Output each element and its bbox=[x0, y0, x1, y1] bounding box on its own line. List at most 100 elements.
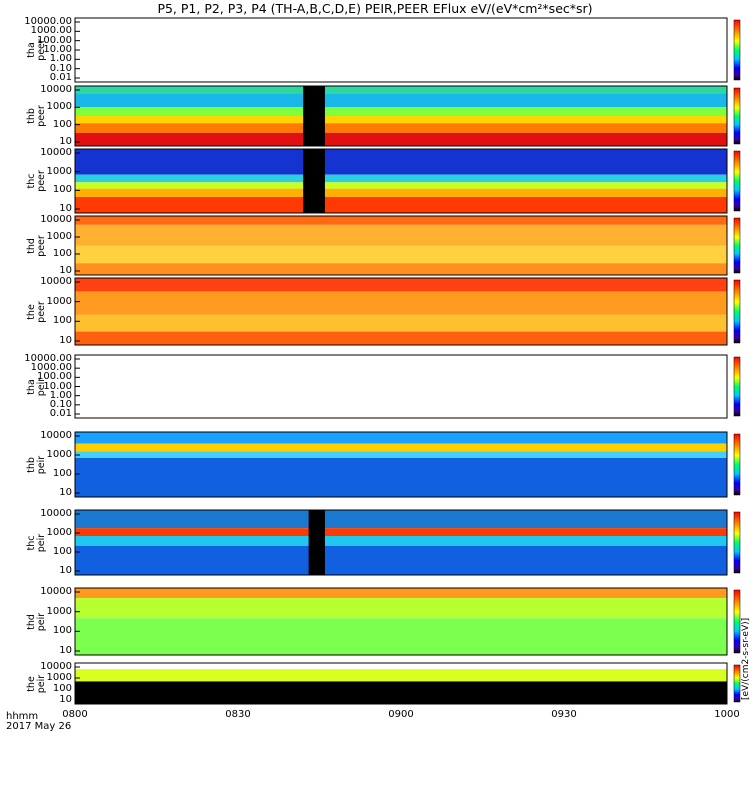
colorbar bbox=[733, 87, 741, 145]
y-tick-label: 1000.00 bbox=[30, 362, 72, 374]
y-tick-label: 1000 bbox=[46, 605, 72, 617]
y-tick-label: 100 bbox=[52, 546, 72, 557]
y-tick-label: 10000 bbox=[40, 661, 72, 672]
x-tick-label: 0900 bbox=[388, 709, 414, 720]
y-tick-label: 10000 bbox=[40, 430, 72, 441]
y-tick-label: 1000 bbox=[46, 295, 72, 307]
panel-label-line: peer bbox=[36, 39, 47, 61]
y-tick-label: 100 bbox=[52, 625, 72, 637]
y-tick-label: 10000.00 bbox=[24, 353, 72, 364]
panel-label: thc peir bbox=[26, 528, 47, 558]
spectrogram-band bbox=[75, 174, 727, 183]
x-tick-label: 0930 bbox=[551, 709, 577, 720]
spectrogram-band bbox=[75, 681, 727, 704]
y-tick-label: 10 bbox=[59, 335, 72, 346]
y-tick-label: 1.00 bbox=[49, 53, 72, 65]
y-tick-label: 1.00 bbox=[49, 389, 72, 401]
panel-label: tha peir bbox=[26, 372, 47, 402]
colorbar bbox=[733, 511, 741, 574]
colorbar bbox=[733, 433, 741, 496]
panel-the-peir bbox=[74, 662, 741, 705]
panel-frame bbox=[74, 85, 728, 147]
y-tick-label: 1000 bbox=[46, 165, 72, 177]
panel-frame bbox=[74, 431, 728, 498]
spectrogram-band bbox=[75, 451, 727, 458]
y-tick-label: 10 bbox=[59, 645, 72, 656]
y-tick-label: 0.10 bbox=[49, 398, 72, 410]
colorbar bbox=[733, 150, 741, 212]
y-tick-label: 10 bbox=[59, 487, 72, 498]
spectrogram-band bbox=[75, 432, 727, 444]
spectrogram-band bbox=[75, 132, 727, 146]
y-tick-label: 1000 bbox=[46, 449, 72, 460]
spectrogram-band bbox=[75, 123, 727, 133]
y-tick-label: 10 bbox=[59, 565, 72, 576]
spectrogram-band bbox=[75, 188, 727, 197]
y-tick-label: 10000.00 bbox=[24, 16, 72, 27]
spectrogram-band bbox=[75, 669, 727, 682]
y-tick-label: 100.00 bbox=[37, 34, 72, 46]
y-tick-label: 100 bbox=[52, 248, 72, 259]
panel-label: thd peir bbox=[26, 607, 47, 637]
colorbar bbox=[733, 217, 741, 274]
spectrogram-band bbox=[75, 598, 727, 619]
x-tick-label: 0830 bbox=[225, 709, 251, 720]
panel-label-line: peer bbox=[36, 105, 47, 127]
panel-label-line: peir bbox=[36, 612, 47, 631]
y-tick-label: 0.01 bbox=[49, 408, 72, 419]
colorbar bbox=[733, 19, 741, 81]
panel-label: the peir bbox=[26, 669, 47, 699]
y-tick-label: 1000 bbox=[46, 672, 72, 683]
panel-label: thd peer bbox=[26, 231, 47, 261]
spectrogram-band bbox=[75, 291, 727, 315]
spectrogram-band bbox=[75, 263, 727, 275]
panel-thc-peir bbox=[74, 509, 741, 576]
panel-label-line: peir bbox=[36, 377, 47, 396]
panel-thb-peir bbox=[74, 431, 741, 498]
y-tick-label: 10000 bbox=[40, 214, 72, 225]
y-tick-label: 100 bbox=[52, 118, 72, 130]
y-tick-label: 100 bbox=[52, 468, 72, 479]
spectrogram-band bbox=[75, 443, 727, 452]
spectrogram-band bbox=[75, 107, 727, 116]
data-gap bbox=[308, 510, 325, 575]
panel-frame bbox=[74, 215, 728, 276]
panel-label: thc peer bbox=[26, 166, 47, 196]
spectrogram-band bbox=[75, 245, 727, 264]
y-tick-label: 10 bbox=[59, 203, 72, 214]
spectrogram-band bbox=[75, 116, 727, 124]
spectrogram-band bbox=[75, 182, 727, 189]
y-tick-label: 1000 bbox=[46, 231, 72, 242]
panel-thd-peer bbox=[74, 215, 741, 276]
spectrogram-band bbox=[75, 197, 727, 213]
spectrogram-band bbox=[75, 588, 727, 599]
panel-thb-peer bbox=[74, 85, 741, 147]
date-label: 2017 May 26 bbox=[6, 721, 72, 732]
panel-the-peer bbox=[74, 277, 741, 346]
data-gap bbox=[303, 149, 325, 213]
colorbar bbox=[733, 279, 741, 344]
spectrogram-band bbox=[75, 278, 727, 292]
spectrogram-band bbox=[75, 331, 727, 345]
y-tick-label: 100 bbox=[52, 683, 72, 694]
panel-label-line: peer bbox=[36, 234, 47, 257]
panel-frame bbox=[74, 354, 728, 419]
y-tick-label: 10 bbox=[59, 265, 72, 276]
panel-frame bbox=[74, 17, 728, 83]
y-tick-label: 10000 bbox=[40, 276, 72, 287]
panel-thd-peir bbox=[74, 587, 741, 656]
spectrogram-band bbox=[75, 510, 727, 529]
y-tick-label: 0.10 bbox=[49, 62, 72, 74]
x-tick-label: 0800 bbox=[62, 709, 88, 720]
y-tick-label: 100 bbox=[52, 315, 72, 327]
y-tick-label: 10.00 bbox=[43, 380, 72, 392]
panel-label: thb peer bbox=[26, 101, 47, 131]
spectrogram-band bbox=[75, 93, 727, 107]
y-tick-label: 100 bbox=[52, 184, 72, 196]
chart-title: P5, P1, P2, P3, P4 (TH-A,B,C,D,E) PEIR,P… bbox=[157, 1, 593, 16]
panel-label-line: peir bbox=[36, 533, 47, 552]
y-tick-label: 10 bbox=[59, 136, 72, 147]
y-tick-label: 10.00 bbox=[43, 44, 72, 55]
y-tick-label: 10000 bbox=[40, 508, 72, 519]
